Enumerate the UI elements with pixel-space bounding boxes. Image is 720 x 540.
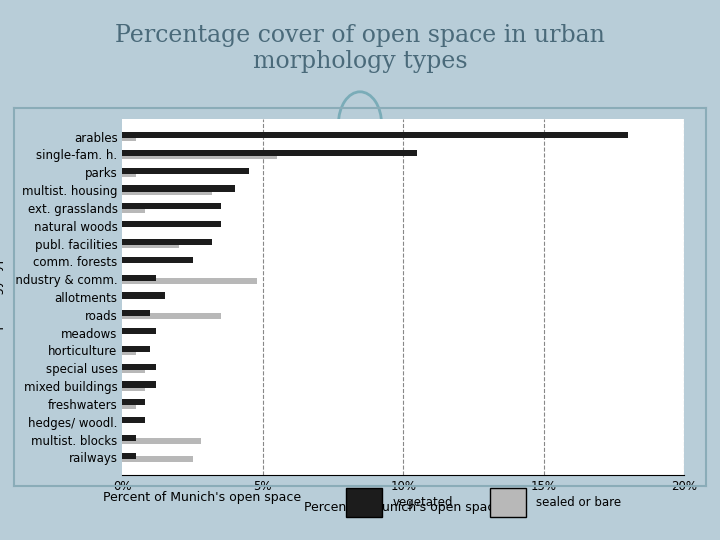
- Text: Percentage cover of open space in urban
morphology types: Percentage cover of open space in urban …: [115, 24, 605, 73]
- Bar: [122, 456, 193, 462]
- Bar: [122, 256, 193, 263]
- Bar: [122, 206, 145, 213]
- Bar: [122, 435, 137, 441]
- Bar: [122, 171, 137, 177]
- Bar: [122, 328, 156, 334]
- Bar: [122, 417, 145, 423]
- Bar: [122, 453, 137, 459]
- Bar: [122, 203, 220, 210]
- X-axis label: Percent of Munich's open space: Percent of Munich's open space: [304, 502, 503, 515]
- Bar: [122, 132, 628, 138]
- Bar: [122, 438, 201, 444]
- Bar: [122, 274, 156, 281]
- Bar: [122, 367, 145, 373]
- Text: sealed or bare: sealed or bare: [536, 496, 621, 509]
- Bar: [122, 313, 220, 320]
- Bar: [122, 349, 137, 355]
- Bar: [122, 221, 220, 227]
- Bar: [122, 188, 212, 195]
- Bar: [122, 150, 418, 156]
- Bar: [122, 363, 156, 370]
- Bar: [122, 167, 249, 174]
- Y-axis label: Morphology types: Morphology types: [0, 241, 4, 353]
- Bar: [122, 310, 150, 316]
- Bar: [122, 346, 150, 352]
- Bar: [122, 278, 257, 284]
- Bar: [122, 292, 165, 299]
- Bar: [122, 384, 145, 391]
- FancyBboxPatch shape: [346, 488, 382, 517]
- Bar: [122, 185, 235, 192]
- Text: Percent of Munich's open space: Percent of Munich's open space: [102, 491, 301, 504]
- FancyBboxPatch shape: [490, 488, 526, 517]
- Bar: [122, 135, 137, 141]
- Bar: [122, 153, 277, 159]
- Bar: [122, 239, 212, 245]
- Text: vegetated: vegetated: [392, 496, 453, 509]
- Bar: [122, 242, 179, 248]
- Bar: [122, 399, 145, 406]
- Bar: [122, 402, 137, 409]
- Bar: [122, 381, 156, 388]
